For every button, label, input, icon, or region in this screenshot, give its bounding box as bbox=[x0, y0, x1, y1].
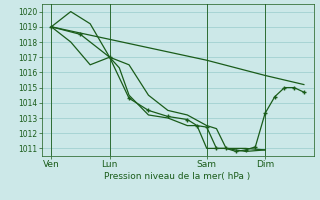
X-axis label: Pression niveau de la mer( hPa ): Pression niveau de la mer( hPa ) bbox=[104, 172, 251, 181]
